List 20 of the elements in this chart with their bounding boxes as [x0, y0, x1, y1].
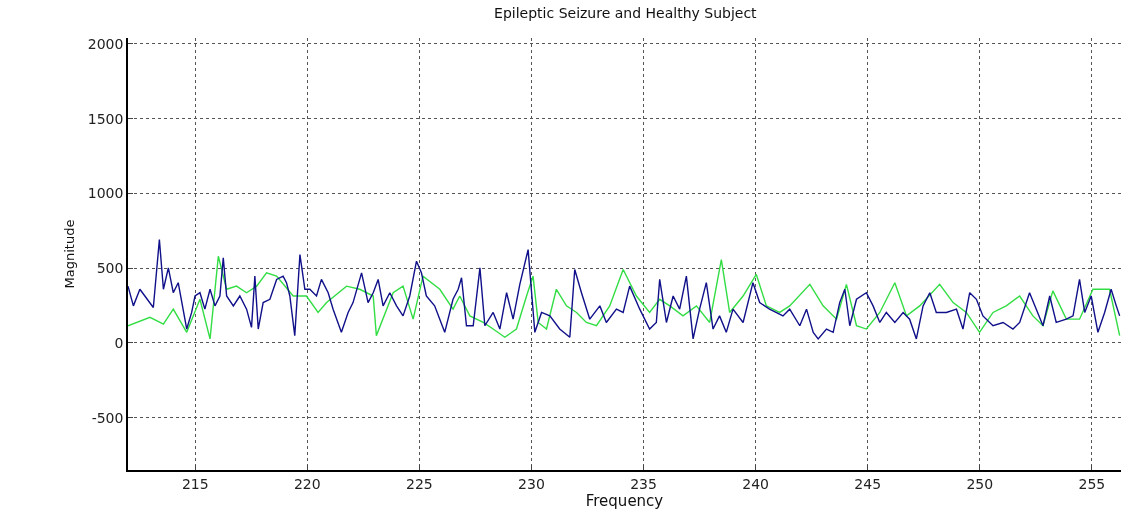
- x-tick-label: 250: [966, 475, 994, 492]
- x-tick-label: 255: [1078, 475, 1106, 492]
- line-series: [128, 255, 1121, 340]
- y-axis-title: Magnitude: [62, 219, 78, 289]
- chart-title: Epileptic Seizure and Healthy Subject: [494, 4, 758, 21]
- x-tick-label: 245: [854, 475, 882, 492]
- x-axis-title: Frequency: [585, 491, 664, 510]
- x-tick-label: 220: [293, 475, 321, 492]
- y-tick-label: 1000: [87, 185, 124, 202]
- y-tick-label: 0: [114, 334, 124, 351]
- x-tick-label: 230: [518, 475, 545, 492]
- x-tick-label: 240: [742, 475, 769, 492]
- y-tick-label: -500: [91, 409, 124, 426]
- y-tick-label: 2000: [87, 35, 124, 52]
- y-tick-label: 500: [96, 260, 124, 277]
- y-tick-label: 1500: [87, 110, 124, 127]
- line-series: [128, 238, 1121, 340]
- x-tick-label: 215: [181, 475, 209, 492]
- x-tick-label: 235: [630, 475, 657, 492]
- x-tick-label: 225: [406, 475, 433, 492]
